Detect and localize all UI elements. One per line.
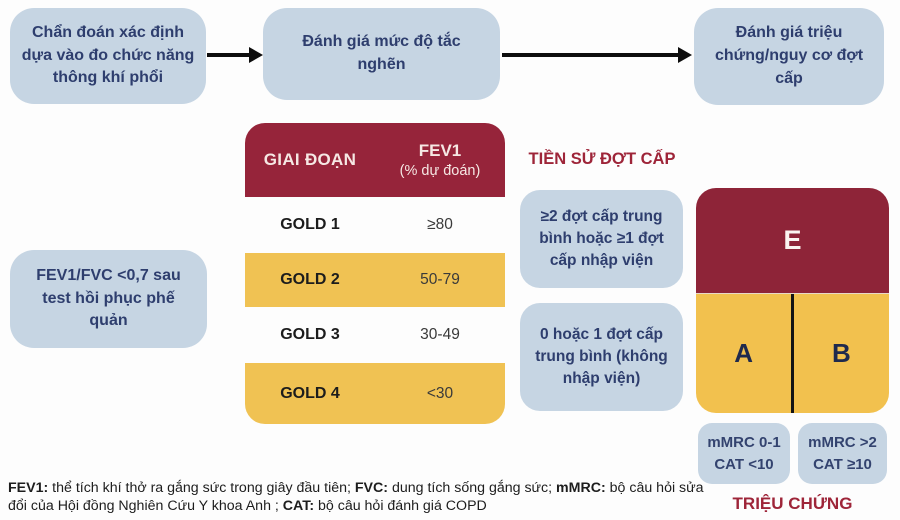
gold-stage-table: GIAI ĐOẠN FEV1 (% dự đoán) GOLD 1 ≥80 GO… — [245, 123, 505, 424]
cat-low-label: CAT <10 — [714, 455, 774, 473]
gold-table-header: GIAI ĐOẠN FEV1 (% dự đoán) — [245, 123, 505, 197]
arrow-shaft — [502, 53, 678, 57]
footnote-text: đổi của Hội đồng Nghiên Cứu Y khoa Anh ; — [8, 498, 283, 515]
symptoms-title: TRIỆU CHỨNG — [732, 494, 853, 513]
footnote-line-2: đổi của Hội đồng Nghiên Cứu Y khoa Anh ;… — [8, 497, 704, 515]
footnote-text: thể tích khí thở ra gắng sức trong giây … — [48, 480, 355, 496]
spirometry-criteria-box: FEV1/FVC <0,7 sau test hồi phục phế quản — [10, 250, 207, 348]
footnote-text: bộ câu hỏi đánh giá COPD — [314, 498, 487, 515]
cat-high-label: CAT ≥10 — [813, 455, 872, 473]
gold-row-value: 50-79 — [420, 271, 460, 288]
footnote-text: bộ câu hỏi sửa — [605, 480, 704, 496]
footnote-abbrev: CAT: — [282, 498, 315, 515]
group-a-label: A — [734, 338, 754, 368]
gold-row-value: ≥80 — [427, 216, 453, 233]
footnote-abbrev: FVC: — [354, 480, 388, 496]
footnote-abbrev: FEV1: — [8, 480, 49, 496]
arrow-head-icon — [249, 47, 263, 63]
exacerbation-high-risk-label: ≥2 đợt cấp trung bình hoặc ≥1 đợt cấp nh… — [539, 208, 664, 269]
gold-table-header-stage: GIAI ĐOẠN — [263, 150, 357, 169]
group-b-label: B — [831, 338, 851, 368]
flow-box-obstruction-label: Đánh giá mức độ tắc nghẽn — [302, 33, 461, 73]
mmrc-high-label: mMRC >2 — [808, 433, 877, 451]
gold-row-label: GOLD 4 — [280, 384, 340, 402]
group-e-cell: E — [696, 188, 889, 294]
gold-row-label: GOLD 1 — [280, 216, 340, 233]
arrow-icon — [207, 47, 263, 63]
table-row: GOLD 3 30-49 — [245, 307, 505, 363]
arrow-head-icon — [678, 47, 692, 63]
flow-box-symptoms-risk: Đánh giá triệu chứng/nguy cơ đợt cấp — [694, 8, 884, 105]
gold-table-header-fev1: FEV1 (% dự đoán) — [375, 141, 505, 179]
flow-box-diagnosis: Chẩn đoán xác định dựa vào đo chức năng … — [10, 8, 206, 104]
exacerbation-high-risk-box: ≥2 đợt cấp trung bình hoặc ≥1 đợt cấp nh… — [520, 190, 683, 288]
flow-box-diagnosis-label: Chẩn đoán xác định dựa vào đo chức năng … — [21, 23, 195, 87]
gold-table-header-fev1-subtitle: (% dự đoán) — [399, 163, 481, 179]
exacerbation-history-title: TIỀN SỬ ĐỢT CẤP — [528, 150, 676, 168]
exacerbation-low-risk-label: 0 hoặc 1 đợt cấp trung bình (không nhập … — [535, 326, 668, 387]
abe-classification-grid: E A B — [696, 188, 889, 413]
table-row: GOLD 2 50-79 — [245, 253, 505, 307]
exacerbation-low-risk-box: 0 hoặc 1 đợt cấp trung bình (không nhập … — [520, 303, 683, 411]
footnote-line-1: FEV1: thể tích khí thở ra gắng sức trong… — [8, 479, 704, 497]
flow-box-obstruction: Đánh giá mức độ tắc nghẽn — [263, 8, 500, 100]
arrow-shaft — [207, 53, 249, 57]
group-a-cell: A — [696, 294, 791, 413]
group-b-cell: B — [794, 294, 889, 413]
flow-box-symptoms-risk-label: Đánh giá triệu chứng/nguy cơ đợt cấp — [714, 24, 864, 87]
spirometry-criteria-label: FEV1/FVC <0,7 sau test hồi phục phế quản — [36, 266, 181, 330]
mmrc-low-label: mMRC 0-1 — [707, 433, 781, 451]
gold-row-value: <30 — [426, 384, 454, 402]
gold-row-label: GOLD 2 — [280, 271, 340, 288]
table-row: GOLD 1 ≥80 — [245, 197, 505, 253]
group-e-label: E — [783, 225, 802, 255]
footnote: FEV1: thể tích khí thở ra gắng sức trong… — [8, 479, 704, 515]
arrow-icon — [502, 47, 692, 63]
symptom-score-high-box: mMRC >2 CAT ≥10 — [798, 423, 887, 484]
footnote-abbrev: mMRC: — [556, 480, 606, 496]
ab-divider-line — [791, 294, 794, 413]
footnote-text: dung tích sống gắng sức; — [388, 480, 557, 496]
symptom-score-low-box: mMRC 0-1 CAT <10 — [698, 423, 790, 484]
gold-row-label: GOLD 3 — [280, 326, 340, 343]
gold-row-value: 30-49 — [420, 326, 460, 343]
table-row: GOLD 4 <30 — [245, 363, 505, 424]
gold-table-header-fev1-title: FEV1 — [418, 141, 462, 160]
group-ab-row: A B — [696, 294, 889, 413]
